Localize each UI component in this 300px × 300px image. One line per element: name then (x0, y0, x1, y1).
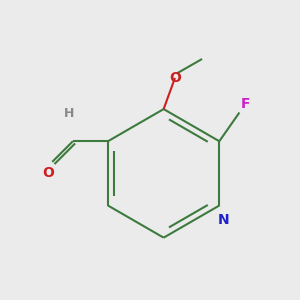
Text: O: O (42, 166, 54, 180)
Text: F: F (241, 97, 250, 111)
Text: O: O (169, 71, 181, 85)
Text: H: H (64, 107, 74, 120)
Text: N: N (218, 212, 230, 226)
